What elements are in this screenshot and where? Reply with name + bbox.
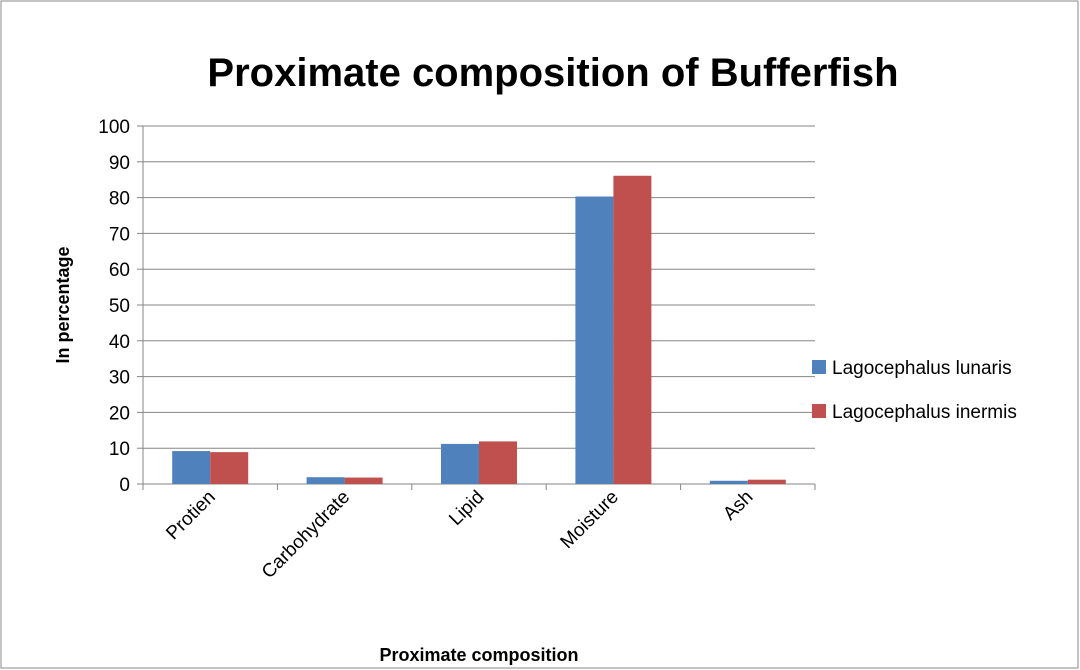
- y-tick-label: 20: [109, 403, 130, 424]
- y-tick-label: 10: [109, 439, 130, 460]
- bar: [709, 480, 748, 484]
- bar: [210, 452, 249, 484]
- y-tick-label: 90: [109, 153, 130, 174]
- bar: [747, 479, 786, 484]
- bar: [172, 451, 211, 484]
- legend-swatch: [812, 404, 826, 418]
- y-tick-label: 0: [119, 475, 130, 496]
- bar: [441, 443, 479, 484]
- y-tick-label: 60: [109, 260, 130, 281]
- x-axis-label: Proximate composition: [379, 645, 578, 665]
- y-tick-label: 40: [109, 332, 130, 353]
- y-axis-label: In percentage: [53, 246, 73, 363]
- y-tick-label: 30: [109, 368, 130, 389]
- bar: [575, 196, 614, 484]
- bar: [479, 441, 517, 484]
- y-tick-label: 50: [109, 296, 130, 317]
- y-tick-label: 80: [109, 189, 130, 210]
- bar: [306, 477, 345, 484]
- legend-swatch: [812, 360, 826, 374]
- y-tick-label: 100: [98, 117, 130, 138]
- legend-label: Lagocephalus lunaris: [832, 358, 1012, 379]
- bar: [613, 175, 652, 484]
- legend-label: Lagocephalus inermis: [832, 402, 1017, 423]
- chart-title: Proximate composition of Bufferfish: [207, 51, 898, 95]
- y-tick-label: 70: [109, 224, 130, 245]
- bar: [344, 477, 383, 484]
